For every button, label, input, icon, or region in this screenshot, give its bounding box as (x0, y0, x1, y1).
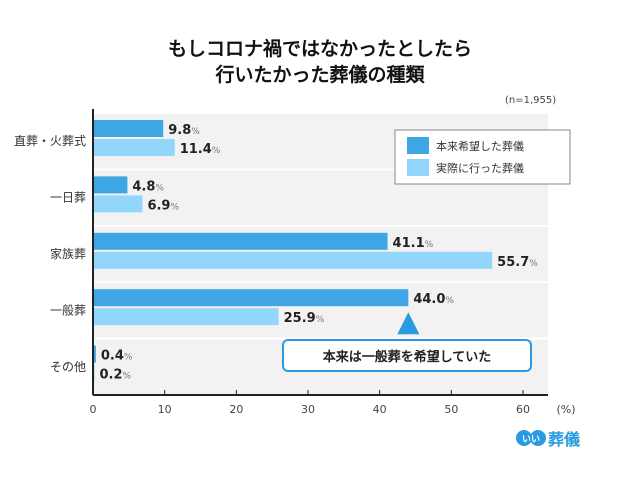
bar (93, 176, 128, 194)
bar (93, 139, 175, 156)
data-label-value: 41.1 (393, 236, 425, 251)
chart-title: もしコロナ禍ではなかったとしたら 行いたかった葬儀の種類 (0, 36, 640, 88)
data-label-value: 4.8 (132, 179, 155, 194)
category-label: 家族葬 (50, 246, 86, 261)
data-label-value: 0.2 (100, 368, 123, 383)
x-axis-unit: (%) (556, 403, 575, 416)
data-label-value: 6.9 (147, 198, 170, 213)
data-label: 9.8% (168, 123, 200, 138)
category-label: 一般葬 (50, 302, 86, 317)
data-label-value: 0.4 (101, 349, 124, 364)
legend-label: 本来希望した葬儀 (436, 139, 524, 153)
data-label-value: 44.0 (413, 292, 445, 307)
data-label-unit: % (191, 127, 200, 137)
legend-label: 実際に行った葬儀 (436, 161, 524, 175)
legend-swatch (407, 137, 429, 154)
data-label: 6.9% (147, 198, 179, 213)
category-label: 一日葬 (50, 191, 86, 205)
data-label: 0.2% (100, 368, 132, 383)
data-label-value: 11.4 (180, 142, 212, 157)
bar (93, 251, 493, 269)
category-label: 直葬・火葬式 (14, 134, 86, 148)
data-label-unit: % (425, 240, 434, 250)
category-label: その他 (50, 360, 86, 374)
callout-box (282, 339, 532, 372)
x-tick-label: 20 (229, 403, 243, 416)
bar (93, 308, 279, 326)
chart-title-line-1: もしコロナ禍ではなかったとしたら (167, 38, 472, 60)
data-label: 41.1% (393, 236, 434, 251)
data-label-unit: % (316, 315, 325, 325)
data-label-value: 55.7 (497, 255, 529, 270)
data-label: 55.7% (497, 255, 538, 270)
data-label-unit: % (170, 202, 179, 212)
x-tick-label: 60 (516, 403, 530, 416)
data-label-value: 9.8 (168, 123, 191, 138)
callout-arrow (397, 312, 420, 335)
callout-text: 本来は一般葬を希望していた (323, 349, 492, 365)
bar (93, 120, 164, 137)
data-label: 25.9% (284, 311, 325, 326)
bar (93, 232, 388, 250)
bar (93, 289, 409, 307)
data-label-unit: % (123, 372, 132, 382)
logo-mark: いい (522, 435, 540, 445)
x-tick-label: 0 (90, 403, 97, 416)
x-tick-label: 50 (444, 403, 458, 416)
data-label-unit: % (212, 146, 221, 156)
sample-size-note: (n=1,955) (505, 95, 557, 106)
logo-text: 葬儀 (548, 430, 580, 449)
data-label-value: 25.9 (284, 311, 316, 326)
data-label: 11.4% (180, 142, 221, 157)
x-tick-label: 30 (301, 403, 315, 416)
data-label-unit: % (124, 353, 133, 363)
data-label-unit: % (155, 183, 164, 193)
data-label: 44.0% (413, 292, 454, 307)
data-label: 0.4% (101, 349, 133, 364)
bar (93, 195, 143, 213)
bar (93, 345, 96, 363)
data-label: 4.8% (132, 179, 164, 194)
data-label-unit: % (445, 296, 454, 306)
data-label-unit: % (529, 259, 538, 269)
x-tick-label: 40 (373, 403, 387, 416)
legend-swatch (407, 159, 429, 176)
logo-circle-right (530, 430, 546, 446)
x-tick-label: 10 (158, 403, 172, 416)
chart-title-line-2: 行いたかった葬儀の種類 (215, 64, 425, 86)
logo-circle-left (516, 430, 532, 446)
